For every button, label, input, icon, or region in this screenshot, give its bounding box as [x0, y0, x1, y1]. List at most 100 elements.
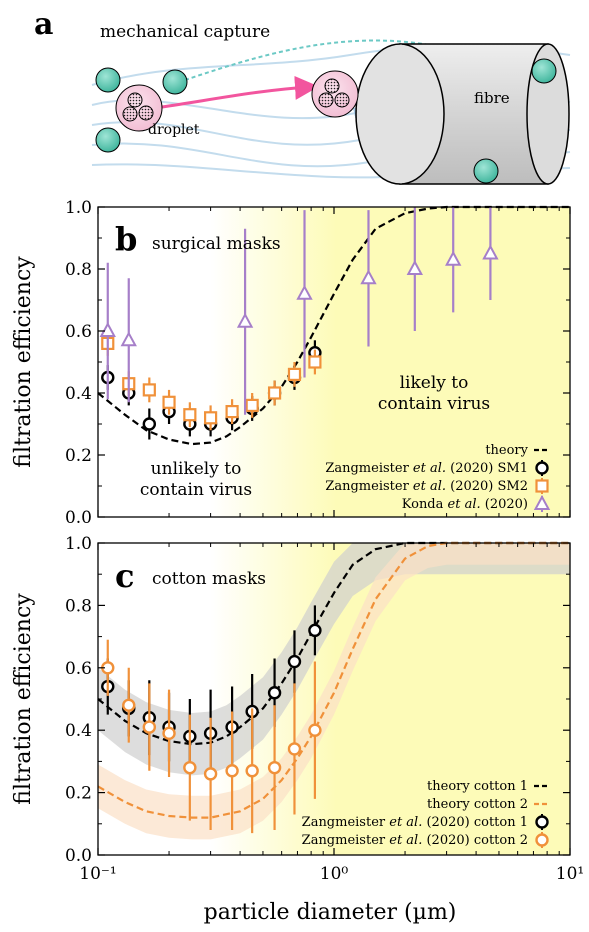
panel-letter-c: c: [115, 557, 134, 595]
fibre-seam: [400, 44, 402, 184]
data-point: [236, 312, 254, 328]
data-point: [308, 723, 322, 737]
virus-cluster: [127, 92, 143, 108]
virus-cluster: [122, 106, 138, 122]
data-point: [445, 250, 462, 266]
x-axis-label: particle diameter (µm): [204, 900, 457, 925]
data-point: [308, 355, 322, 369]
droplet-label: droplet: [148, 122, 200, 138]
legend-marker: [533, 494, 551, 510]
panel-b-title: surgical masks: [152, 234, 281, 254]
legend-text: theory: [485, 443, 528, 458]
data-point: [225, 405, 239, 419]
legend-text: theory cotton 2: [427, 797, 528, 812]
data-point: [162, 395, 176, 409]
droplet-path-arrow: [161, 75, 319, 109]
fibre-label: fibre: [474, 89, 510, 107]
legend-italic: et al.: [413, 479, 446, 494]
particle: [95, 67, 121, 93]
data-point: [142, 720, 157, 734]
legend-text: Zangmeister: [302, 815, 390, 830]
panel-b-chart: 0.0 0.2 0.4 0.6 0.8 1.0 b surgical masks like…: [11, 198, 571, 528]
particle: [531, 58, 557, 84]
data-point: [225, 764, 239, 778]
data-point: [162, 726, 176, 741]
data-point: [245, 764, 259, 778]
panel-c-points: [101, 605, 322, 834]
panel-c-bands: [98, 543, 570, 840]
data-point: [120, 331, 137, 347]
y-tick-label: 0.0: [65, 508, 92, 528]
legend-marker: [535, 815, 549, 829]
panel-b-ylabel: filtration efficiency: [11, 256, 36, 468]
legend-label: Zangmeister et al. (2020) SM2: [325, 479, 528, 494]
x-tick-label: 10⁰: [320, 864, 349, 884]
legend-label: Zangmeister et al. (2020) cotton 1: [302, 815, 528, 830]
legend-label: Konda et al. (2020): [402, 497, 528, 512]
data-point: [267, 686, 282, 700]
data-point: [267, 760, 282, 775]
data-point: [204, 411, 218, 425]
legend-text: (2020) cotton 1: [422, 815, 528, 830]
y-tick-label: 0.6: [65, 659, 92, 679]
droplet: [311, 70, 359, 118]
data-point: [122, 698, 136, 712]
legend-label: Zangmeister et al. (2020) cotton 2: [302, 833, 528, 848]
legend-marker: [535, 479, 549, 493]
legend-text: Zangmeister: [302, 833, 390, 848]
legend-text: (2020): [481, 497, 528, 512]
data-point: [267, 386, 282, 400]
unlikely-text-1: unlikely to: [151, 459, 242, 479]
data-point: [308, 623, 322, 638]
droplet-right: [311, 70, 359, 118]
data-point: [482, 244, 499, 260]
data-point: [203, 767, 218, 781]
legend-marker: [535, 833, 549, 847]
panel-b-ticks: 0.0 0.2 0.4 0.6 0.8 1.0: [65, 198, 571, 528]
y-tick-label: 0.4: [65, 384, 92, 404]
uncertainty-band: [98, 543, 570, 776]
y-tick-label: 0.8: [65, 260, 92, 280]
data-point: [99, 321, 116, 337]
legend-text: (2020) SM2: [446, 479, 528, 494]
legend-text: Konda: [402, 497, 448, 512]
data-point: [287, 654, 302, 669]
legend-label: Zangmeister et al. (2020) SM1: [325, 461, 528, 476]
virus-cluster: [324, 78, 340, 94]
panel-c-chart: 0.0 0.2 0.4 0.6 0.8 1.0 10⁻¹ 10⁰ 10¹ c cotton ma…: [11, 534, 584, 925]
data-point: [406, 259, 423, 275]
data-point: [142, 417, 157, 431]
panel-b-points: [99, 207, 499, 440]
particle: [162, 69, 188, 95]
panel-c-title: cotton masks: [152, 569, 266, 589]
x-tick-label: 10¹: [556, 864, 584, 884]
y-tick-label: 0.2: [65, 784, 92, 804]
particle: [95, 127, 121, 153]
legend-italic: et al.: [448, 497, 481, 512]
y-tick-label: 0.0: [65, 846, 92, 866]
likely-virus-region: [210, 207, 570, 517]
likely-text-2: contain virus: [378, 394, 490, 414]
y-tick-label: 0.4: [65, 721, 92, 741]
virus-cluster: [318, 92, 334, 108]
legend-text: theory cotton 1: [427, 779, 528, 794]
panel-c-ticks: 0.0 0.2 0.4 0.6 0.8 1.0 10⁻¹ 10⁰ 10¹: [65, 534, 584, 884]
panel-letter-b: b: [115, 220, 137, 258]
uncertainty-band: [98, 543, 570, 840]
panel-letter-a: a: [34, 7, 53, 42]
legend-label: theory cotton 1: [427, 779, 528, 794]
virus-cluster: [334, 92, 350, 108]
legend-text: Zangmeister: [325, 461, 413, 476]
data-point: [183, 408, 197, 422]
x-tick-label: 10⁻¹: [79, 864, 116, 884]
legend-italic: et al.: [389, 833, 422, 848]
data-point: [287, 742, 302, 756]
legend-label: theory cotton 2: [427, 797, 528, 812]
legend-text: (2020) SM1: [446, 461, 528, 476]
data-point: [183, 760, 197, 775]
legend-label: theory: [485, 443, 528, 458]
y-tick-label: 1.0: [65, 534, 92, 554]
y-tick-label: 0.8: [65, 596, 92, 616]
